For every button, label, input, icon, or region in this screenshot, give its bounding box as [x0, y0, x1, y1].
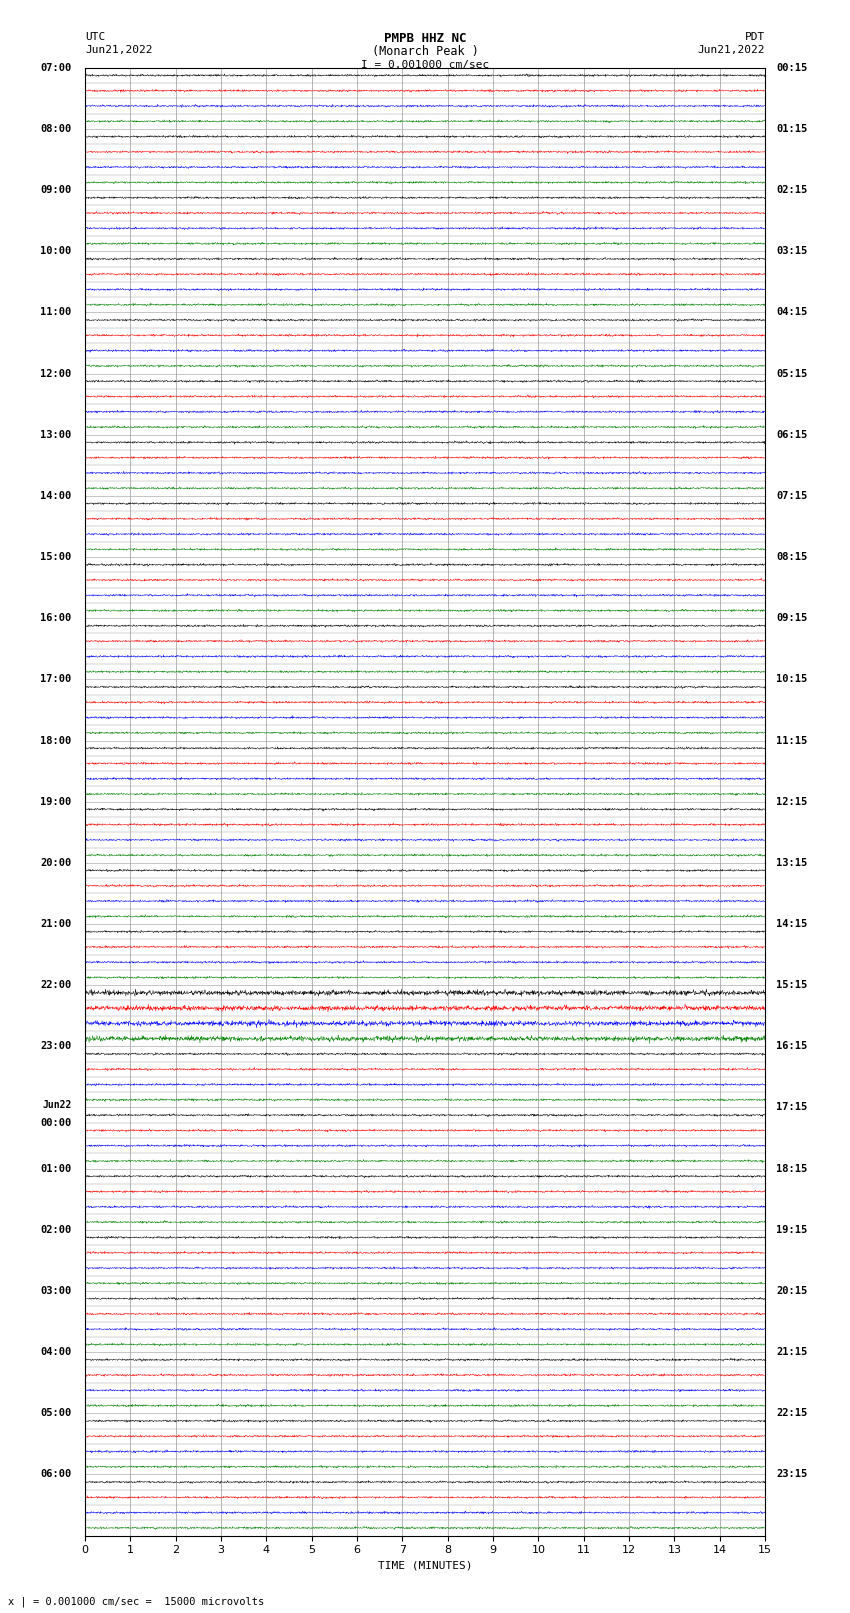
Text: 05:00: 05:00 [40, 1408, 71, 1418]
Text: 23:15: 23:15 [776, 1469, 808, 1479]
Text: 13:00: 13:00 [40, 429, 71, 440]
Text: 15:15: 15:15 [776, 981, 808, 990]
Text: 18:00: 18:00 [40, 736, 71, 745]
Text: 04:00: 04:00 [40, 1347, 71, 1357]
Text: 20:15: 20:15 [776, 1286, 808, 1295]
Text: 12:15: 12:15 [776, 797, 808, 806]
Text: 07:00: 07:00 [40, 63, 71, 73]
Text: Jun21,2022: Jun21,2022 [85, 45, 152, 55]
Text: 21:00: 21:00 [40, 919, 71, 929]
Text: 10:15: 10:15 [776, 674, 808, 684]
Text: 03:15: 03:15 [776, 247, 808, 256]
Text: PDT: PDT [745, 32, 765, 42]
Text: 15:00: 15:00 [40, 552, 71, 561]
Text: 04:15: 04:15 [776, 308, 808, 318]
Text: 19:00: 19:00 [40, 797, 71, 806]
Text: Jun21,2022: Jun21,2022 [698, 45, 765, 55]
Text: PMPB HHZ NC: PMPB HHZ NC [383, 32, 467, 45]
Text: 08:00: 08:00 [40, 124, 71, 134]
Text: 21:15: 21:15 [776, 1347, 808, 1357]
Text: 11:15: 11:15 [776, 736, 808, 745]
Text: 16:00: 16:00 [40, 613, 71, 623]
X-axis label: TIME (MINUTES): TIME (MINUTES) [377, 1561, 473, 1571]
Text: 16:15: 16:15 [776, 1042, 808, 1052]
Text: 00:00: 00:00 [40, 1118, 71, 1127]
Text: 20:00: 20:00 [40, 858, 71, 868]
Text: 22:00: 22:00 [40, 981, 71, 990]
Text: 10:00: 10:00 [40, 247, 71, 256]
Text: 02:15: 02:15 [776, 185, 808, 195]
Text: 14:15: 14:15 [776, 919, 808, 929]
Text: 01:00: 01:00 [40, 1163, 71, 1174]
Text: 18:15: 18:15 [776, 1163, 808, 1174]
Text: 12:00: 12:00 [40, 368, 71, 379]
Text: 14:00: 14:00 [40, 490, 71, 502]
Text: 09:15: 09:15 [776, 613, 808, 623]
Text: 22:15: 22:15 [776, 1408, 808, 1418]
Text: 19:15: 19:15 [776, 1224, 808, 1236]
Text: 11:00: 11:00 [40, 308, 71, 318]
Text: 06:00: 06:00 [40, 1469, 71, 1479]
Text: 07:15: 07:15 [776, 490, 808, 502]
Text: 03:00: 03:00 [40, 1286, 71, 1295]
Text: 17:00: 17:00 [40, 674, 71, 684]
Text: 02:00: 02:00 [40, 1224, 71, 1236]
Text: 09:00: 09:00 [40, 185, 71, 195]
Text: (Monarch Peak ): (Monarch Peak ) [371, 45, 479, 58]
Text: 23:00: 23:00 [40, 1042, 71, 1052]
Text: 01:15: 01:15 [776, 124, 808, 134]
Text: 08:15: 08:15 [776, 552, 808, 561]
Text: 06:15: 06:15 [776, 429, 808, 440]
Text: I = 0.001000 cm/sec: I = 0.001000 cm/sec [361, 60, 489, 69]
Text: x | = 0.001000 cm/sec =  15000 microvolts: x | = 0.001000 cm/sec = 15000 microvolts [8, 1595, 264, 1607]
Text: 00:15: 00:15 [776, 63, 808, 73]
Text: 13:15: 13:15 [776, 858, 808, 868]
Text: UTC: UTC [85, 32, 105, 42]
Text: Jun22: Jun22 [42, 1100, 71, 1110]
Text: 05:15: 05:15 [776, 368, 808, 379]
Text: 17:15: 17:15 [776, 1102, 808, 1113]
